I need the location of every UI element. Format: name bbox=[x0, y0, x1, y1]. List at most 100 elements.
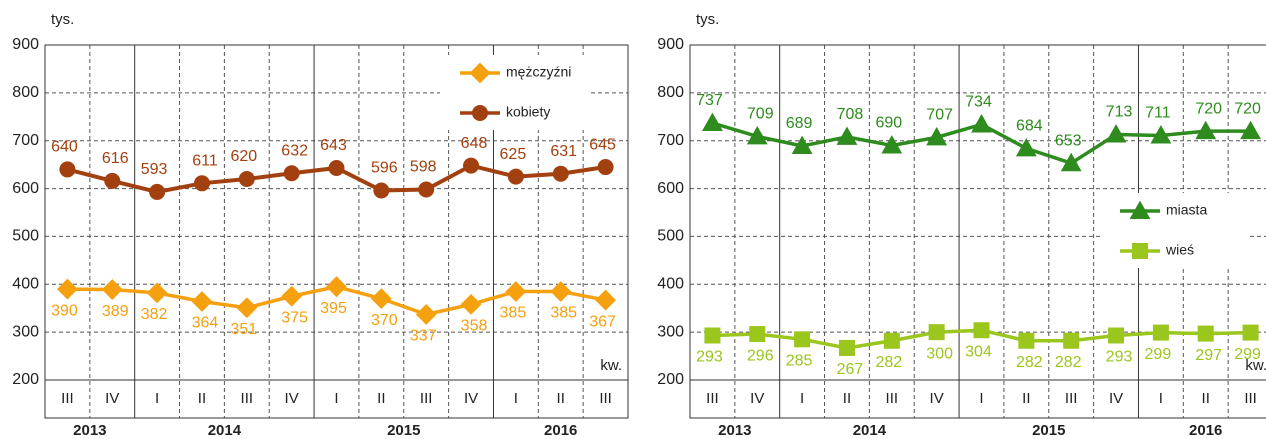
value-label: 337 bbox=[410, 328, 437, 345]
x-tick-label: III bbox=[1065, 390, 1078, 407]
value-label: 367 bbox=[589, 313, 616, 330]
y-tick-label: 500 bbox=[12, 228, 39, 245]
y-tick-label: 400 bbox=[12, 276, 39, 293]
value-label: 395 bbox=[320, 300, 347, 317]
value-label: 370 bbox=[371, 312, 398, 329]
marker bbox=[746, 126, 768, 145]
year-label: 2013 bbox=[73, 422, 106, 439]
marker bbox=[1132, 243, 1148, 259]
y-tick-label: 600 bbox=[657, 180, 684, 197]
value-label: 631 bbox=[550, 143, 577, 160]
legend-box bbox=[1100, 193, 1250, 268]
value-label: 267 bbox=[837, 361, 864, 378]
marker bbox=[749, 326, 766, 343]
marker bbox=[971, 114, 992, 133]
x-tick-label: III bbox=[61, 390, 74, 407]
value-label: 297 bbox=[1195, 347, 1222, 364]
value-label: 690 bbox=[875, 115, 902, 132]
value-label: 299 bbox=[1234, 346, 1261, 363]
marker bbox=[1242, 324, 1259, 341]
plot-frame bbox=[689, 44, 1266, 419]
marker bbox=[191, 291, 213, 312]
marker bbox=[326, 276, 347, 298]
value-label: 351 bbox=[230, 321, 257, 338]
marker bbox=[595, 289, 616, 311]
marker bbox=[328, 159, 345, 176]
value-label: 616 bbox=[102, 150, 129, 167]
x-tick-label: II bbox=[1202, 390, 1210, 407]
value-label: 382 bbox=[141, 306, 168, 323]
y-tick-label: 700 bbox=[657, 132, 684, 149]
marker bbox=[1150, 125, 1172, 144]
value-label: 684 bbox=[1016, 118, 1043, 135]
marker bbox=[926, 126, 948, 146]
x-tick-label: IV bbox=[105, 390, 119, 407]
value-label: 711 bbox=[1145, 105, 1171, 122]
marker bbox=[507, 168, 524, 185]
value-label: 648 bbox=[461, 135, 488, 152]
marker bbox=[1015, 137, 1037, 157]
value-label: 720 bbox=[1234, 100, 1261, 117]
x-tick-label: IV bbox=[285, 390, 299, 407]
value-label: 364 bbox=[192, 315, 219, 332]
value-label: 707 bbox=[926, 107, 953, 124]
value-label: 282 bbox=[1055, 354, 1082, 371]
x-tick-label: I bbox=[800, 390, 804, 407]
x-tick-label: I bbox=[155, 390, 159, 407]
marker bbox=[101, 279, 123, 300]
x-tick-label: II bbox=[557, 390, 565, 407]
y-tick-label: 900 bbox=[12, 36, 39, 53]
x-tick-label: II bbox=[198, 390, 206, 407]
marker bbox=[1018, 332, 1035, 349]
x-tick-label: IV bbox=[930, 390, 944, 407]
y-tick-label: 700 bbox=[12, 132, 39, 149]
marker bbox=[505, 281, 527, 302]
x-tick-label: IV bbox=[464, 390, 478, 407]
marker bbox=[552, 165, 569, 182]
value-label: 632 bbox=[281, 142, 308, 159]
x-unit: kw. bbox=[600, 357, 622, 374]
marker bbox=[57, 278, 78, 300]
y-tick-label: 200 bbox=[12, 371, 39, 388]
marker bbox=[704, 327, 721, 344]
x-unit: kw. bbox=[1245, 357, 1266, 374]
value-label: 358 bbox=[461, 318, 488, 335]
marker bbox=[1105, 124, 1127, 143]
y-unit: tys. bbox=[51, 11, 74, 28]
y-tick-label: 800 bbox=[12, 84, 39, 101]
marker bbox=[881, 135, 903, 154]
marker bbox=[373, 182, 390, 199]
y-tick-label: 200 bbox=[657, 371, 684, 388]
y-unit: tys. bbox=[696, 11, 719, 28]
x-tick-label: II bbox=[377, 390, 385, 407]
year-label: 2016 bbox=[1189, 422, 1222, 439]
value-label: 375 bbox=[281, 309, 308, 326]
y-tick-label: 900 bbox=[657, 36, 684, 53]
x-tick-label: II bbox=[1022, 390, 1030, 407]
x-tick-label: IV bbox=[750, 390, 764, 407]
marker bbox=[236, 297, 258, 319]
value-label: 389 bbox=[102, 303, 129, 320]
marker bbox=[1063, 332, 1080, 349]
value-label: 296 bbox=[747, 347, 774, 364]
marker bbox=[550, 281, 572, 302]
marker bbox=[415, 304, 437, 325]
legend-label: wieś bbox=[1165, 242, 1194, 258]
value-label: 689 bbox=[786, 115, 813, 132]
marker bbox=[1129, 200, 1151, 219]
value-label: 737 bbox=[696, 92, 723, 109]
value-label: 713 bbox=[1106, 104, 1133, 121]
value-label: 385 bbox=[550, 305, 577, 322]
value-label: 734 bbox=[965, 94, 992, 111]
value-label: 709 bbox=[747, 106, 774, 123]
value-label: 293 bbox=[696, 349, 723, 366]
x-tick-label: I bbox=[514, 390, 518, 407]
value-label: 625 bbox=[500, 146, 527, 163]
year-label: 2015 bbox=[1032, 422, 1065, 439]
marker bbox=[838, 339, 855, 356]
y-tick-label: 400 bbox=[657, 276, 684, 293]
marker bbox=[472, 105, 488, 121]
marker bbox=[418, 181, 435, 198]
marker bbox=[791, 135, 813, 154]
y-tick-label: 300 bbox=[657, 323, 684, 340]
